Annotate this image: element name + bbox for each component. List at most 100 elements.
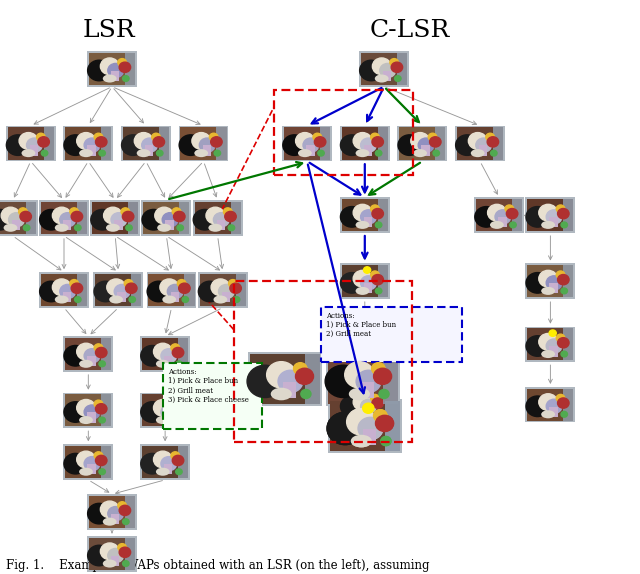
Circle shape: [119, 547, 131, 557]
Circle shape: [124, 280, 133, 288]
Ellipse shape: [4, 224, 17, 232]
Ellipse shape: [79, 468, 93, 476]
Ellipse shape: [541, 221, 555, 229]
Bar: [385, 401, 400, 451]
Bar: [125, 53, 135, 85]
Circle shape: [411, 133, 429, 149]
Bar: [307, 145, 315, 156]
Circle shape: [376, 288, 382, 294]
Circle shape: [372, 338, 383, 348]
Circle shape: [526, 336, 549, 356]
Ellipse shape: [106, 224, 120, 232]
Circle shape: [211, 279, 230, 296]
Ellipse shape: [490, 221, 504, 229]
Circle shape: [557, 338, 569, 348]
Circle shape: [108, 548, 124, 563]
Bar: [101, 446, 111, 478]
Bar: [378, 199, 388, 231]
Circle shape: [539, 394, 557, 410]
Circle shape: [556, 271, 565, 279]
Circle shape: [428, 133, 437, 141]
Bar: [340, 197, 390, 233]
Bar: [178, 446, 188, 478]
Bar: [216, 127, 227, 160]
Circle shape: [77, 343, 95, 360]
Circle shape: [154, 343, 172, 360]
Circle shape: [488, 204, 506, 221]
Bar: [525, 387, 575, 422]
Circle shape: [77, 451, 95, 468]
Ellipse shape: [541, 287, 555, 295]
Bar: [88, 412, 96, 422]
Circle shape: [192, 133, 211, 149]
Bar: [39, 272, 89, 308]
Ellipse shape: [156, 360, 170, 368]
Circle shape: [546, 276, 562, 290]
Circle shape: [353, 394, 372, 410]
Circle shape: [160, 279, 179, 296]
Circle shape: [176, 469, 182, 475]
Bar: [41, 202, 87, 234]
Bar: [550, 406, 558, 417]
Bar: [147, 272, 196, 308]
Bar: [527, 199, 573, 231]
Circle shape: [209, 133, 218, 141]
Circle shape: [374, 410, 387, 422]
Circle shape: [376, 222, 382, 228]
Circle shape: [327, 412, 363, 445]
Circle shape: [347, 409, 376, 435]
Bar: [41, 274, 87, 306]
Bar: [65, 394, 111, 426]
Circle shape: [95, 137, 107, 147]
Circle shape: [177, 225, 184, 231]
Text: LSR: LSR: [83, 19, 135, 42]
Circle shape: [122, 211, 134, 222]
Circle shape: [376, 412, 382, 417]
Circle shape: [24, 225, 30, 231]
Bar: [385, 401, 400, 451]
Circle shape: [119, 62, 131, 72]
Circle shape: [177, 280, 186, 288]
Bar: [328, 399, 402, 453]
Bar: [550, 217, 558, 227]
Ellipse shape: [349, 387, 370, 400]
Bar: [563, 265, 573, 297]
Ellipse shape: [157, 224, 171, 232]
Bar: [63, 393, 113, 428]
Circle shape: [94, 400, 103, 408]
Ellipse shape: [298, 149, 312, 157]
Bar: [141, 200, 191, 236]
Circle shape: [123, 561, 129, 567]
Circle shape: [94, 281, 117, 302]
Bar: [340, 263, 390, 299]
Circle shape: [171, 400, 180, 408]
Bar: [435, 127, 445, 160]
Circle shape: [119, 505, 131, 515]
Bar: [90, 200, 140, 236]
Circle shape: [161, 405, 177, 419]
Ellipse shape: [209, 224, 222, 232]
Circle shape: [40, 281, 63, 302]
Circle shape: [376, 351, 382, 357]
Bar: [563, 389, 573, 421]
Circle shape: [172, 347, 184, 358]
Circle shape: [526, 273, 549, 293]
Bar: [328, 399, 402, 453]
Circle shape: [358, 417, 383, 440]
Ellipse shape: [413, 149, 427, 157]
Circle shape: [134, 133, 153, 149]
Bar: [178, 338, 188, 370]
Circle shape: [372, 274, 383, 285]
Bar: [140, 393, 190, 428]
Circle shape: [506, 208, 518, 219]
Circle shape: [95, 455, 107, 466]
Bar: [65, 338, 111, 370]
Bar: [30, 145, 38, 156]
Circle shape: [510, 222, 516, 228]
Circle shape: [167, 284, 183, 298]
Bar: [63, 220, 72, 230]
Circle shape: [172, 404, 184, 414]
Bar: [142, 394, 188, 426]
Ellipse shape: [214, 296, 227, 304]
Ellipse shape: [471, 149, 484, 157]
